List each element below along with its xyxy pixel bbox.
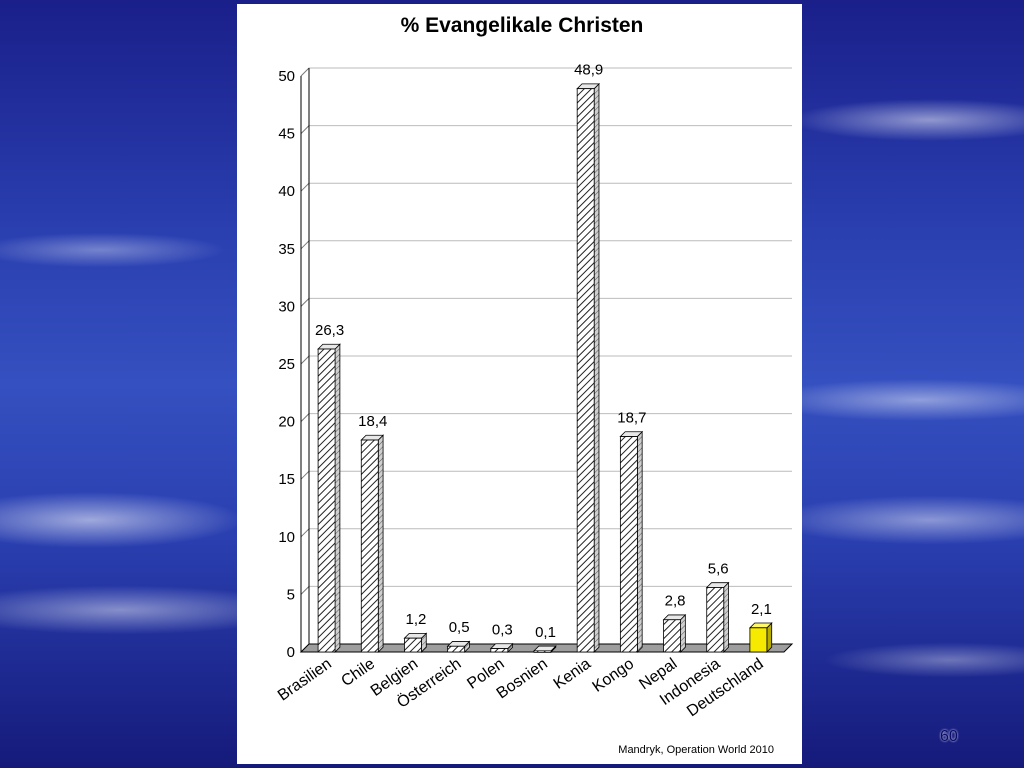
- x-tick-label: Brasilien: [275, 655, 335, 704]
- data-label: 0,5: [449, 619, 470, 636]
- chart-title: % Evangelikale Christen: [400, 14, 644, 37]
- data-label: 48,9: [574, 62, 603, 79]
- y-tick-label: 15: [278, 471, 295, 488]
- y-tick-label: 0: [287, 644, 295, 661]
- bar-chile: [360, 439, 379, 653]
- gridline-depth: [300, 528, 310, 538]
- gridline-depth: [300, 298, 310, 307]
- bar-kenia: [576, 88, 595, 653]
- data-label: 2,1: [751, 601, 772, 618]
- y-tick-label: 50: [278, 68, 295, 85]
- data-label: 0,3: [492, 622, 513, 639]
- x-tick-label: Kenia: [551, 655, 594, 692]
- bar-side: [593, 82, 600, 653]
- y-tick-label: 40: [278, 183, 295, 200]
- bar-indonesia: [706, 587, 725, 653]
- y-tick-label: 35: [278, 241, 295, 258]
- data-label: 2,8: [665, 593, 686, 610]
- bar-bosnien: [533, 650, 552, 653]
- data-label: 18,7: [617, 410, 646, 427]
- gridline-depth: [300, 240, 310, 250]
- data-label: 18,4: [358, 413, 387, 430]
- gridline-depth: [300, 413, 310, 422]
- bar-deutschland: [749, 627, 768, 653]
- y-tick-label: 25: [278, 356, 295, 373]
- gridline-depth: [300, 355, 310, 365]
- chart-panel: % Evangelikale Christen 0 5 10 15 20 25 30 35 40…: [237, 4, 802, 764]
- data-label: 26,3: [315, 322, 344, 339]
- gridline-depth: [300, 182, 310, 192]
- data-label: 0,1: [535, 624, 556, 641]
- data-label: 1,2: [406, 611, 427, 628]
- source-note: Mandryk, Operation World 2010: [618, 744, 774, 756]
- y-tick-label: 5: [287, 586, 295, 603]
- y-tick-label: 30: [278, 298, 295, 315]
- bar-polen: [490, 648, 509, 653]
- gridline-depth: [300, 125, 310, 134]
- gridline-depth: [300, 67, 310, 77]
- y-tick-label: 45: [278, 126, 295, 143]
- bar-belgien: [404, 637, 422, 653]
- gridline-depth: [300, 586, 310, 595]
- bar-side: [680, 613, 686, 653]
- bar-side: [334, 343, 341, 653]
- bar-side: [723, 581, 729, 653]
- bar-kongo: [619, 436, 638, 653]
- x-tick-label: Kongo: [590, 655, 638, 696]
- gridline-depth: [300, 470, 310, 480]
- bar-österreich: [447, 645, 466, 653]
- y-tick-label: 10: [278, 529, 295, 546]
- slide-number: 60: [940, 728, 958, 745]
- bar-side: [636, 430, 643, 653]
- bar-side: [377, 434, 384, 653]
- data-label: 5,6: [708, 560, 729, 577]
- bar-nepal: [663, 619, 681, 653]
- bar-brasilien: [317, 348, 336, 653]
- y-tick-label: 20: [278, 414, 295, 431]
